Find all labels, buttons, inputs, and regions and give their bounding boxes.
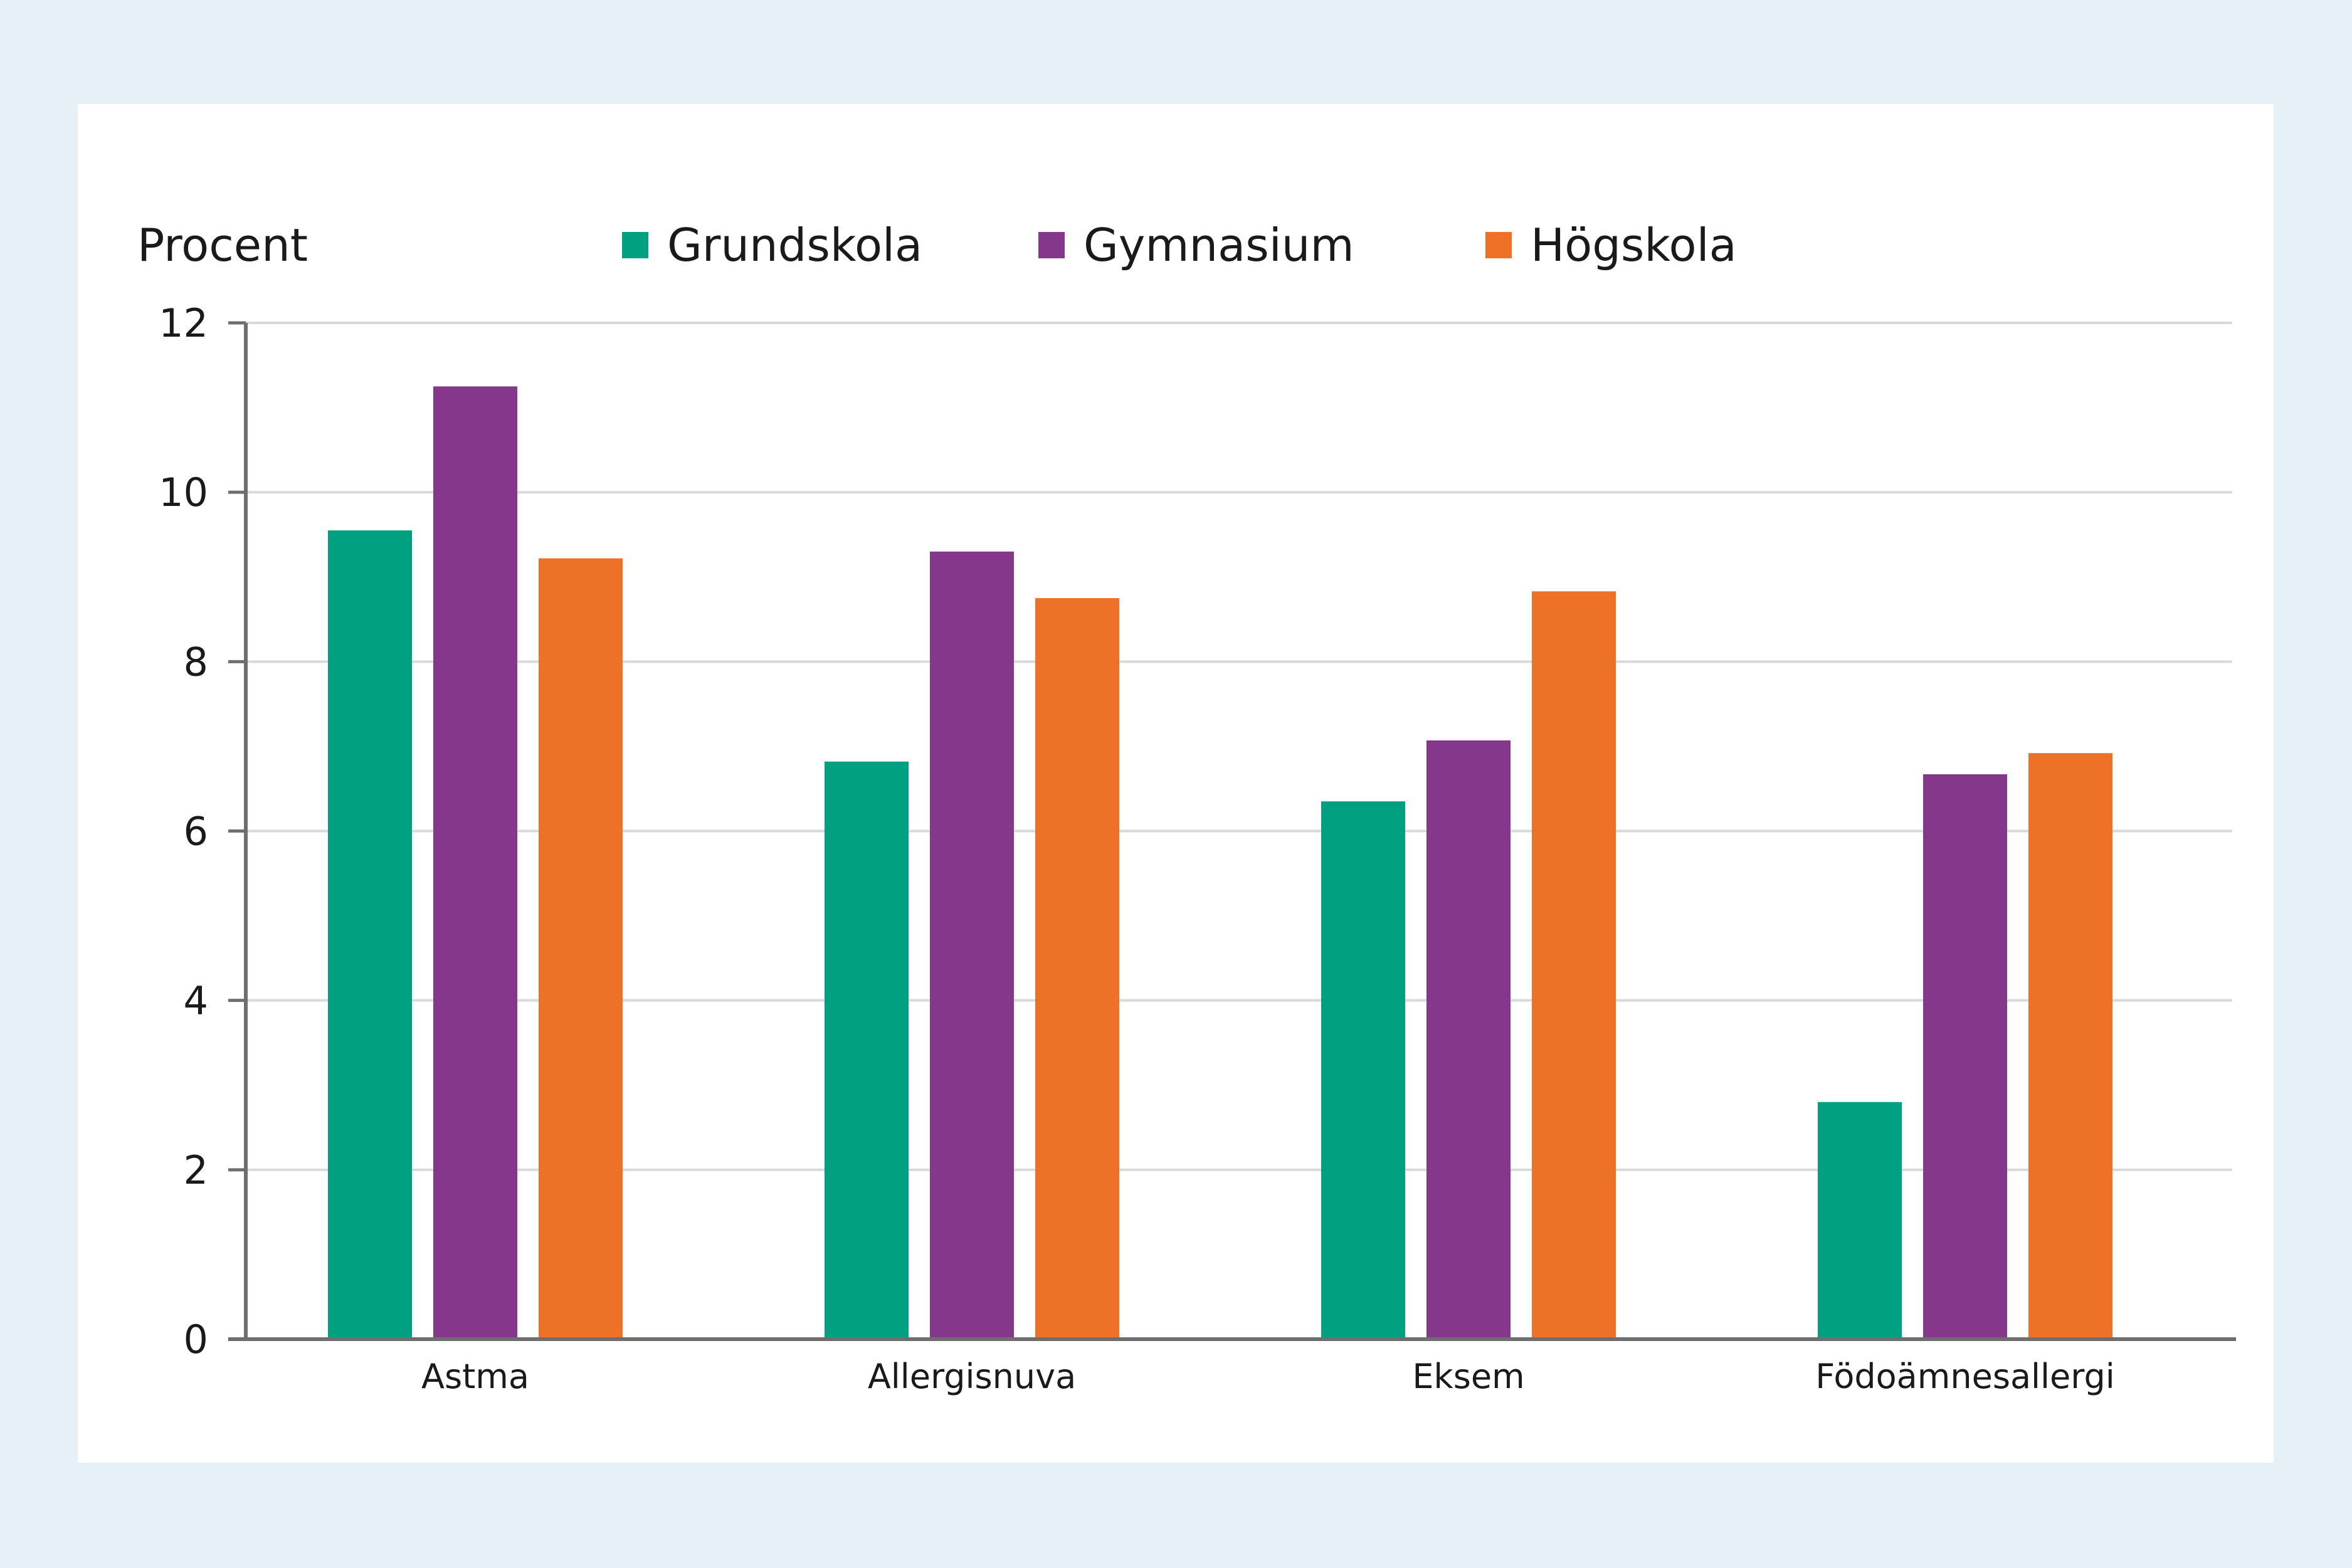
bar (1035, 598, 1119, 1340)
bar (1426, 740, 1511, 1339)
legend-swatch (1038, 232, 1065, 258)
bar-chart: 0 2 4 6 8 10 12 Astma Allergisnuva Eksem Födoämne… (137, 219, 2236, 1396)
chart-card: 0 2 4 6 8 10 12 Astma Allergisnuva Eksem Födoämne… (78, 104, 2274, 1463)
bar (1532, 591, 1616, 1340)
legend-item: Grundskola (622, 219, 922, 271)
bar (433, 386, 517, 1339)
bar (328, 530, 412, 1340)
bar (825, 761, 909, 1339)
legend-swatch (622, 232, 648, 258)
y-tick-label: 4 (184, 978, 208, 1024)
legend: Grundskola Gymnasium Högskola (622, 219, 1737, 271)
legend-label: Grundskola (667, 219, 922, 271)
bar (1923, 774, 2007, 1339)
x-category-label: Allergisnuva (868, 1357, 1076, 1396)
legend-swatch (1485, 232, 1512, 258)
x-category-label: Födoämnesallergi (1815, 1357, 2115, 1396)
y-tick-label: 2 (184, 1147, 208, 1193)
bar (1321, 801, 1405, 1339)
legend-item: Gymnasium (1038, 219, 1354, 271)
x-category-label: Eksem (1412, 1357, 1524, 1396)
y-tick-label: 6 (184, 809, 208, 855)
bar (930, 551, 1014, 1339)
bars (328, 386, 2112, 1340)
bar (2028, 753, 2112, 1339)
bar (539, 558, 623, 1339)
y-axis-label: Procent (137, 219, 308, 271)
bar (1818, 1102, 1902, 1339)
y-tick-label: 12 (159, 300, 208, 346)
legend-item: Högskola (1485, 219, 1737, 271)
y-tick-labels: 0 2 4 6 8 10 12 (159, 300, 208, 1362)
legend-label: Högskola (1531, 219, 1737, 271)
axes (228, 321, 2236, 1341)
y-tick-label: 0 (184, 1317, 208, 1362)
y-tick-label: 8 (184, 639, 208, 685)
x-category-labels: Astma Allergisnuva Eksem Födoämnesallergi (421, 1357, 2115, 1396)
legend-label: Gymnasium (1084, 219, 1354, 271)
x-category-label: Astma (421, 1357, 529, 1396)
y-tick-label: 10 (159, 470, 208, 515)
